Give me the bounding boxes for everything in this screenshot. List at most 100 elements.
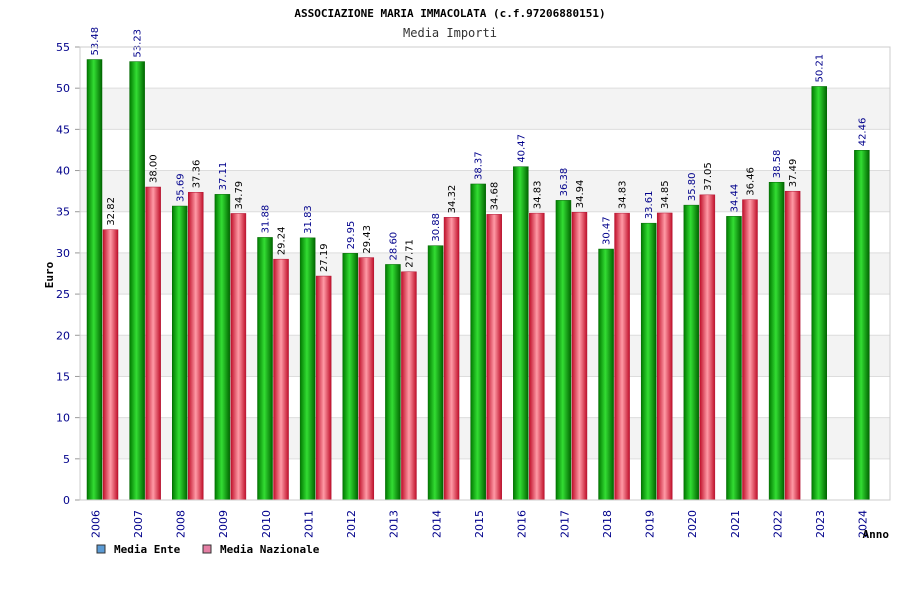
- value-label-media-nazionale-2019: 34.85: [660, 180, 671, 209]
- chart-subtitle: Media Importi: [403, 26, 497, 40]
- value-label-media-ente-2021: 34.44: [729, 184, 740, 213]
- value-label-media-ente-2014: 30.88: [431, 213, 442, 242]
- y-tick-label: 50: [56, 82, 70, 95]
- bar-media-nazionale-2010: [273, 258, 289, 501]
- value-label-media-nazionale-2015: 34.68: [490, 182, 501, 211]
- y-tick-label: 10: [56, 412, 70, 425]
- bar-media-ente-2023: [811, 86, 827, 501]
- value-label-media-nazionale-2016: 34.83: [532, 180, 543, 209]
- chart-title: ASSOCIAZIONE MARIA IMMACOLATA (c.f.97206…: [294, 7, 605, 20]
- value-label-media-ente-2006: 53.48: [90, 27, 101, 56]
- x-tick-label-2015: 2015: [473, 510, 486, 538]
- bar-media-nazionale-2013: [401, 271, 417, 501]
- value-label-media-ente-2012: 29.95: [346, 221, 357, 250]
- x-tick-label-2008: 2008: [175, 510, 188, 538]
- y-tick-label: 55: [56, 41, 70, 54]
- bar-media-ente-2021: [726, 216, 742, 501]
- bar-media-nazionale-2018: [614, 212, 630, 501]
- value-label-media-nazionale-2006: 32.82: [106, 197, 117, 226]
- bar-media-ente-2015: [470, 183, 486, 501]
- bar-media-nazionale-2017: [571, 211, 588, 501]
- bar-media-ente-2009: [214, 194, 231, 501]
- value-label-media-nazionale-2007: 38.00: [149, 154, 160, 183]
- x-tick-label-2016: 2016: [516, 510, 529, 538]
- y-tick-label: 45: [56, 123, 70, 136]
- value-label-media-nazionale-2010: 29.24: [277, 227, 288, 256]
- value-label-media-nazionale-2013: 27.71: [404, 239, 415, 268]
- x-tick-label-2019: 2019: [644, 510, 657, 538]
- value-label-media-nazionale-2021: 36.46: [745, 167, 756, 196]
- bar-media-nazionale-2007: [145, 186, 161, 501]
- bar-media-ente-2012: [342, 253, 359, 501]
- bar-media-ente-2010: [257, 237, 273, 501]
- x-axis-ticks: 2006 2007 2008 2009 2010 2011 2012 2013 2014 2015…: [89, 510, 869, 538]
- value-label-media-nazionale-2009: 34.79: [234, 181, 245, 210]
- bar-media-nazionale-2016: [529, 212, 545, 501]
- grid-band: [80, 47, 890, 89]
- y-axis-label: Euro: [43, 261, 56, 288]
- x-tick-label-2007: 2007: [132, 510, 145, 538]
- grid-band: [80, 129, 890, 171]
- value-label-media-ente-2015: 38.37: [474, 151, 485, 180]
- bar-media-ente-2016: [513, 166, 529, 501]
- x-tick-label-2018: 2018: [601, 510, 614, 538]
- bar-media-nazionale-2020: [699, 194, 716, 501]
- value-label-media-ente-2020: 35.80: [687, 172, 698, 201]
- x-tick-label-2011: 2011: [302, 510, 315, 538]
- bar-media-ente-2022: [768, 181, 785, 501]
- grid-band: [80, 88, 890, 130]
- legend-swatch-media-nazionale: [202, 544, 212, 554]
- bar-media-nazionale-2014: [443, 217, 460, 501]
- x-axis-label: Anno: [863, 528, 890, 541]
- bar-media-nazionale-2009: [230, 213, 247, 501]
- value-label-media-ente-2017: 36.38: [559, 168, 570, 197]
- y-tick-label: 15: [56, 370, 70, 383]
- value-label-media-nazionale-2011: 27.19: [319, 243, 330, 272]
- value-label-media-ente-2007: 53.23: [133, 29, 144, 58]
- bar-media-nazionale-2012: [358, 257, 375, 501]
- y-axis-ticks: 0 5 10 15 20 25 30 35 40 45 50 55: [56, 41, 80, 507]
- x-tick-label-2023: 2023: [814, 510, 827, 538]
- value-label-media-nazionale-2018: 34.83: [618, 180, 629, 209]
- plot-border: [79, 46, 891, 501]
- x-tick-label-2021: 2021: [729, 510, 742, 538]
- value-label-media-ente-2022: 38.58: [772, 150, 783, 179]
- value-label-media-ente-2010: 31.88: [261, 205, 272, 234]
- x-tick-label-2006: 2006: [89, 510, 102, 538]
- y-tick-label: 25: [56, 288, 70, 301]
- x-tick-label-2013: 2013: [388, 510, 401, 538]
- bar-media-ente-2008: [172, 205, 188, 501]
- bar-media-ente-2013: [385, 264, 401, 501]
- value-label-media-nazionale-2008: 37.36: [191, 160, 202, 189]
- value-label-media-nazionale-2017: 34.94: [575, 180, 586, 209]
- value-label-media-ente-2009: 37.11: [218, 162, 229, 191]
- x-tick-label-2017: 2017: [558, 510, 571, 538]
- value-label-media-ente-2023: 50.21: [815, 54, 826, 83]
- x-tick-label-2010: 2010: [260, 510, 273, 538]
- bar-media-ente-2006: [86, 59, 103, 501]
- value-label-media-ente-2016: 40.47: [516, 134, 527, 163]
- bar-media-nazionale-2006: [102, 229, 119, 501]
- x-tick-label-2022: 2022: [771, 510, 784, 538]
- bar-media-nazionale-2019: [656, 212, 673, 501]
- bar-media-nazionale-2011: [315, 275, 332, 501]
- bar-media-nazionale-2015: [486, 214, 502, 501]
- value-label-media-nazionale-2022: 37.49: [788, 159, 799, 188]
- bar-media-ente-2018: [598, 248, 614, 501]
- x-tick-label-2014: 2014: [430, 510, 443, 538]
- value-label-media-ente-2019: 33.61: [644, 191, 655, 220]
- legend-label-media-nazionale: Media Nazionale: [220, 543, 320, 556]
- bar-media-nazionale-2008: [188, 192, 204, 501]
- value-label-media-ente-2011: 31.83: [303, 205, 314, 234]
- bar-media-ente-2007: [129, 61, 145, 501]
- y-tick-label: 40: [56, 165, 70, 178]
- bar-media-ente-2020: [683, 204, 700, 501]
- value-label-media-nazionale-2012: 29.43: [362, 225, 373, 254]
- bar-media-ente-2011: [299, 237, 316, 501]
- x-tick-label-2020: 2020: [686, 510, 699, 538]
- bar-media-ente-2019: [640, 222, 657, 501]
- legend-swatch-media-ente: [96, 544, 106, 554]
- y-tick-label: 5: [63, 453, 70, 466]
- y-tick-label: 20: [56, 329, 70, 342]
